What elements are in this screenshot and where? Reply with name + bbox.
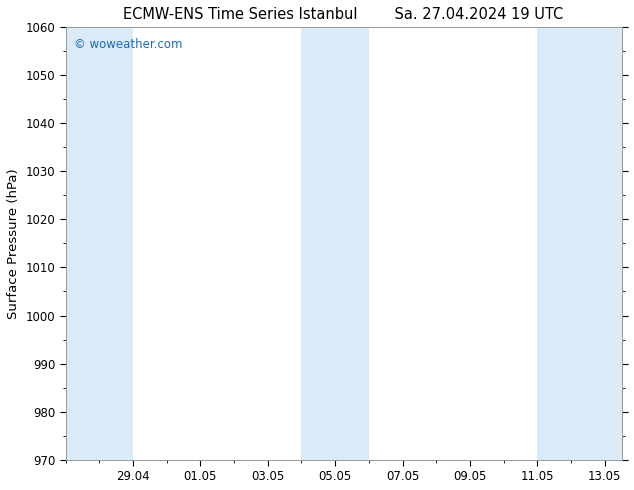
Title: ECMW-ENS Time Series Istanbul        Sa. 27.04.2024 19 UTC: ECMW-ENS Time Series Istanbul Sa. 27.04.… bbox=[124, 7, 564, 22]
Bar bbox=[66, 27, 133, 460]
Bar bbox=[537, 27, 621, 460]
Bar bbox=[302, 27, 369, 460]
Text: © woweather.com: © woweather.com bbox=[74, 38, 183, 51]
Y-axis label: Surface Pressure (hPa): Surface Pressure (hPa) bbox=[7, 168, 20, 319]
